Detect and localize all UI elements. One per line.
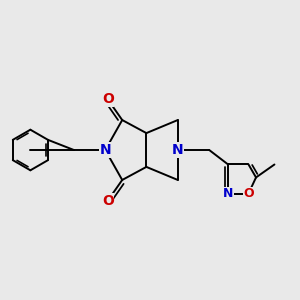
Text: O: O	[102, 194, 114, 208]
Text: O: O	[243, 187, 254, 200]
Text: O: O	[102, 92, 114, 106]
Text: N: N	[223, 187, 233, 200]
Text: N: N	[100, 143, 111, 157]
Text: N: N	[172, 143, 184, 157]
